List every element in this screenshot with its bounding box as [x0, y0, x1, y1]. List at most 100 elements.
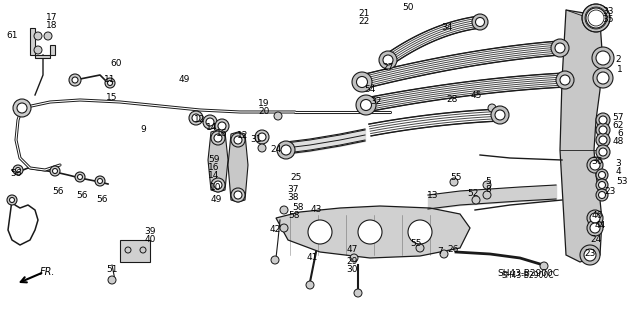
Text: 38: 38: [287, 194, 299, 203]
Circle shape: [108, 80, 113, 85]
Circle shape: [189, 111, 203, 125]
Circle shape: [234, 136, 242, 144]
Circle shape: [125, 247, 131, 253]
Text: 14: 14: [206, 123, 218, 132]
Circle shape: [308, 220, 332, 244]
Text: SH43-B2900C: SH43-B2900C: [497, 270, 559, 278]
Text: 5: 5: [485, 177, 491, 187]
Circle shape: [440, 250, 448, 258]
Text: 24: 24: [270, 145, 282, 154]
Circle shape: [358, 220, 382, 244]
Circle shape: [555, 43, 565, 53]
Text: 61: 61: [6, 32, 18, 41]
Text: 4: 4: [615, 167, 621, 176]
Text: 56: 56: [76, 191, 88, 201]
Circle shape: [491, 106, 509, 124]
Circle shape: [34, 46, 42, 54]
Circle shape: [218, 122, 226, 130]
Circle shape: [258, 144, 266, 152]
Text: 20: 20: [259, 108, 269, 116]
Circle shape: [597, 72, 609, 84]
Circle shape: [258, 133, 266, 141]
Circle shape: [598, 182, 605, 189]
Text: 13: 13: [428, 191, 439, 201]
Circle shape: [599, 148, 607, 156]
Text: 26: 26: [447, 246, 459, 255]
Circle shape: [596, 169, 608, 181]
Text: 49: 49: [211, 196, 221, 204]
Text: 6: 6: [617, 130, 623, 138]
Circle shape: [488, 104, 496, 112]
Circle shape: [590, 160, 600, 170]
Circle shape: [214, 134, 222, 142]
Circle shape: [350, 254, 358, 262]
Text: 55: 55: [410, 240, 422, 249]
Polygon shape: [276, 206, 470, 258]
Text: 42: 42: [269, 226, 280, 234]
Circle shape: [255, 130, 269, 144]
Circle shape: [596, 113, 610, 127]
Circle shape: [586, 8, 606, 28]
Text: 34: 34: [442, 24, 452, 33]
Circle shape: [97, 179, 102, 183]
Text: 58: 58: [288, 211, 300, 220]
Circle shape: [108, 276, 116, 284]
Text: 22: 22: [358, 18, 370, 26]
Circle shape: [587, 157, 603, 173]
Circle shape: [95, 176, 105, 186]
Text: 62: 62: [612, 122, 624, 130]
Circle shape: [306, 281, 314, 289]
Circle shape: [203, 115, 217, 129]
Circle shape: [592, 47, 614, 69]
Text: 30: 30: [346, 265, 358, 275]
Text: 25: 25: [291, 174, 301, 182]
Text: 47: 47: [346, 246, 358, 255]
Circle shape: [211, 178, 225, 192]
Text: FR.: FR.: [40, 267, 56, 277]
Circle shape: [50, 166, 60, 176]
Text: 44: 44: [595, 221, 605, 231]
Text: 10: 10: [211, 183, 221, 192]
Circle shape: [593, 68, 613, 88]
Circle shape: [495, 110, 505, 120]
Circle shape: [450, 178, 458, 186]
Circle shape: [560, 75, 570, 85]
Circle shape: [383, 55, 393, 65]
Circle shape: [580, 245, 600, 265]
Text: 16: 16: [208, 164, 220, 173]
Text: 33: 33: [602, 8, 614, 17]
Circle shape: [52, 168, 58, 174]
Text: 17: 17: [46, 13, 58, 23]
Circle shape: [596, 145, 610, 159]
Text: 28: 28: [446, 95, 458, 105]
Circle shape: [206, 118, 214, 126]
Polygon shape: [30, 28, 55, 58]
Circle shape: [280, 224, 288, 232]
Circle shape: [140, 247, 146, 253]
Text: 8: 8: [485, 186, 491, 195]
Text: 54: 54: [364, 85, 376, 94]
Circle shape: [596, 123, 610, 137]
Circle shape: [599, 136, 607, 144]
Text: 43: 43: [310, 205, 322, 214]
Text: SH43-B2900C: SH43-B2900C: [502, 271, 554, 280]
Text: 12: 12: [195, 115, 205, 124]
Circle shape: [274, 112, 282, 120]
Circle shape: [17, 103, 27, 113]
Circle shape: [280, 206, 288, 214]
Polygon shape: [208, 130, 228, 192]
Circle shape: [234, 191, 242, 199]
Circle shape: [551, 39, 569, 57]
Circle shape: [598, 172, 605, 179]
Circle shape: [215, 119, 229, 133]
Circle shape: [354, 289, 362, 297]
Text: 56: 56: [52, 188, 64, 197]
Circle shape: [587, 210, 603, 226]
Text: 46: 46: [591, 211, 603, 220]
Text: 56: 56: [10, 169, 22, 179]
Text: 53: 53: [616, 177, 628, 187]
Circle shape: [192, 114, 200, 122]
Text: 21: 21: [358, 10, 370, 19]
Text: 29: 29: [346, 257, 358, 266]
Circle shape: [596, 133, 610, 147]
